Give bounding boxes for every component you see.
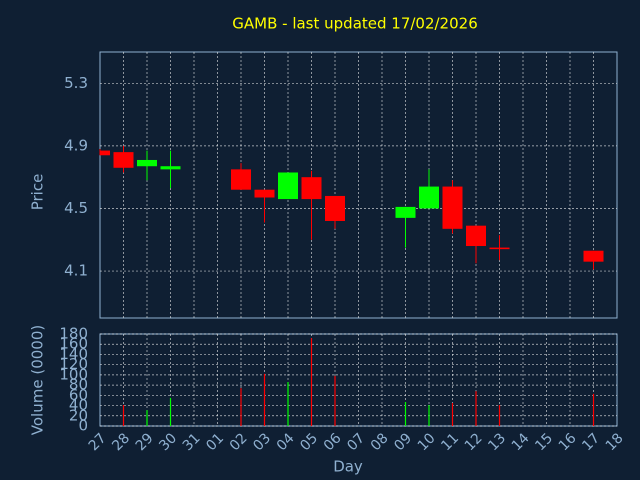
x-axis-label: Day — [333, 458, 363, 476]
x-tick-label: 09 — [391, 430, 415, 454]
candle-body — [254, 189, 275, 198]
x-tick-label: 28 — [109, 430, 133, 454]
y-tick-label: 5.3 — [64, 74, 88, 92]
x-tick-label: 08 — [368, 430, 392, 454]
candle-body — [395, 206, 416, 218]
volume-bar — [240, 388, 242, 426]
x-tick-label: 17 — [579, 430, 603, 454]
candle-body — [419, 186, 439, 209]
volume-bar — [428, 405, 430, 426]
volume-tick-label: 20 — [69, 406, 88, 424]
candle-body — [466, 225, 486, 247]
volume-tick-label: 140 — [59, 345, 88, 363]
x-tick-label: 01 — [203, 430, 227, 454]
volume-tick-label: 80 — [69, 376, 88, 394]
volume-tick-label: 0 — [78, 417, 88, 435]
x-tick-label: 11 — [438, 430, 462, 454]
x-tick-label: 10 — [415, 430, 439, 454]
volume-bar — [146, 410, 148, 426]
volume-tick-label: 120 — [59, 355, 88, 373]
candle-body — [583, 250, 604, 262]
x-tick-label: 06 — [321, 430, 345, 454]
volume-tick-label: 160 — [59, 335, 88, 353]
candle-body — [113, 152, 134, 168]
x-tick-label: 03 — [250, 430, 274, 454]
volume-bar — [263, 373, 266, 426]
candle-body — [325, 195, 345, 221]
y-tick-label: 4.9 — [64, 136, 88, 154]
y-axis-label: Price — [29, 174, 47, 211]
volume-bar — [498, 405, 501, 426]
volume-bar — [169, 397, 172, 426]
volume-tick-label: 180 — [59, 325, 88, 343]
volume-bar — [404, 401, 407, 426]
volume-tick-label: 60 — [69, 386, 88, 404]
chart-title: GAMB - last updated 17/02/2026 — [232, 15, 478, 33]
x-tick-label: 05 — [297, 430, 321, 454]
x-tick-label: 14 — [509, 430, 533, 454]
volume-bar — [287, 382, 289, 426]
x-tick-label: 15 — [532, 430, 556, 454]
y-tick-label: 4.5 — [64, 199, 88, 217]
x-tick-label: 12 — [462, 430, 486, 454]
volume-bar — [475, 391, 477, 426]
volume-tick-label: 40 — [69, 396, 88, 414]
x-tick-label: 31 — [180, 430, 204, 454]
candle-body — [137, 159, 157, 167]
x-tick-label: 04 — [274, 430, 298, 454]
candle-body — [489, 247, 510, 250]
x-tick-label: 29 — [133, 430, 157, 454]
volume-bar — [310, 338, 313, 426]
candle-body — [301, 177, 322, 200]
x-tick-label: 16 — [556, 430, 580, 454]
x-tick-label: 27 — [86, 430, 110, 454]
volume-bar — [334, 375, 336, 426]
candle-body — [442, 186, 463, 229]
candle-body — [278, 172, 298, 200]
y-tick-label: 4.1 — [64, 262, 88, 280]
x-tick-label: 30 — [156, 430, 180, 454]
volume-tick-label: 100 — [59, 365, 88, 383]
candle-body — [160, 166, 181, 170]
volume-axis-label: Volume (0000) — [29, 325, 47, 435]
candle-body — [100, 150, 110, 156]
x-tick-label: 07 — [344, 430, 368, 454]
x-tick-label: 13 — [485, 430, 509, 454]
volume-bar — [592, 393, 595, 426]
volume-bar — [122, 405, 125, 426]
candle-body — [231, 169, 251, 190]
x-tick-label: 18 — [603, 430, 627, 454]
x-tick-label: 02 — [227, 430, 251, 454]
volume-bar — [451, 403, 454, 426]
